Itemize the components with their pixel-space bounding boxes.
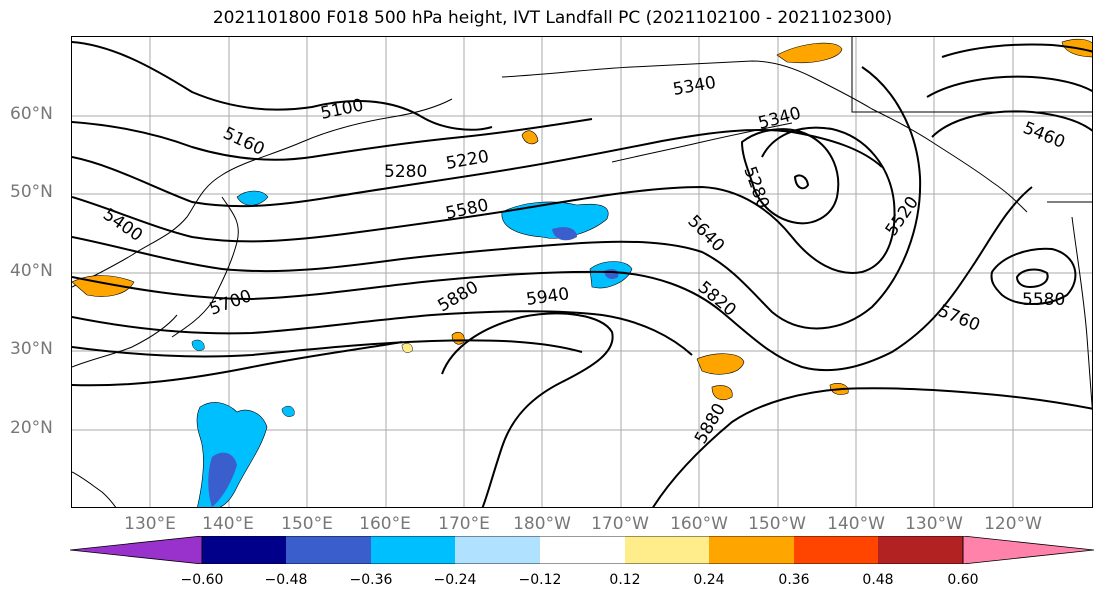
lon-label: 130°W xyxy=(905,514,963,534)
lon-label: 140°E xyxy=(202,514,254,534)
contour-label: 5400 xyxy=(99,205,146,246)
contour-label: 5820 xyxy=(694,278,740,321)
map-panel: 5100 5160 5220 5280 5340 5340 5280 5400 … xyxy=(71,36,1093,508)
lon-label: 160°E xyxy=(359,514,411,534)
contour-label: 5100 xyxy=(319,95,365,124)
colorbar-tick-label: 0.36 xyxy=(778,572,810,588)
colorbar-tick-label: −0.12 xyxy=(518,572,562,588)
colorbar-tick-label: −0.48 xyxy=(264,572,308,588)
lon-label: 140°W xyxy=(827,514,885,534)
lat-label-30n: 30°N xyxy=(10,339,53,359)
colorbar-segment xyxy=(709,536,794,564)
lat-label-20n: 20°N xyxy=(10,418,53,438)
lon-label: 160°W xyxy=(670,514,728,534)
colorbar-extend-low xyxy=(70,536,203,564)
colorbar-tick-label: −0.24 xyxy=(433,572,477,588)
coastlines xyxy=(72,37,1092,507)
colorbar-segment xyxy=(371,536,455,564)
lat-label-40n: 40°N xyxy=(10,261,53,281)
contour-label: 5340 xyxy=(671,73,717,100)
lon-label: 170°E xyxy=(438,514,490,534)
contour-label-group: 5100 5160 5220 5280 5340 5340 5280 5400 … xyxy=(99,73,1068,448)
contour-label: 5880 xyxy=(691,400,730,447)
colorbar-segment xyxy=(878,536,963,564)
colorbar-segment xyxy=(540,536,625,564)
colorbar-segment xyxy=(455,536,540,564)
contour-label: 5220 xyxy=(444,147,490,174)
lon-label: 170°W xyxy=(591,514,649,534)
colorbar-tick-label: 0.12 xyxy=(609,572,641,588)
colorbar-tick-label: 0.60 xyxy=(947,572,979,588)
height-contours xyxy=(72,41,1092,507)
colorbar-tick-label: −0.36 xyxy=(349,572,393,588)
contour-label: 5280 xyxy=(739,164,773,211)
contour-label: 5580 xyxy=(444,195,490,224)
contour-label: 5880 xyxy=(435,277,482,316)
contour-label: 5280 xyxy=(384,162,427,182)
map-canvas: 5100 5160 5220 5280 5340 5340 5280 5400 … xyxy=(72,37,1092,507)
lon-label: 150°E xyxy=(281,514,333,534)
contour-label: 5580 xyxy=(1022,290,1065,310)
colorbar xyxy=(70,536,1094,564)
contour-label: 5460 xyxy=(1020,118,1068,153)
lon-label: 150°W xyxy=(748,514,806,534)
map-title: 2021101800 F018 500 hPa height, IVT Land… xyxy=(212,8,893,28)
colorbar-tick-label: 0.48 xyxy=(862,572,894,588)
colorbar-segment xyxy=(202,536,286,564)
contour-label: 5160 xyxy=(220,123,268,159)
colorbar-segment xyxy=(794,536,878,564)
graticule xyxy=(72,37,1092,507)
lon-label: 180°W xyxy=(513,514,571,534)
contour-label: 5760 xyxy=(935,301,983,336)
ivt-shading xyxy=(72,38,1092,507)
colorbar-segment xyxy=(286,536,371,564)
contour-label: 5940 xyxy=(525,284,571,310)
colorbar-segment xyxy=(625,536,709,564)
lat-label-50n: 50°N xyxy=(10,182,53,202)
colorbar-extend-high xyxy=(962,536,1094,564)
lon-label: 130°E xyxy=(124,514,176,534)
colorbar-tick-label: −0.60 xyxy=(180,572,224,588)
lat-label-60n: 60°N xyxy=(10,104,53,124)
contour-label: 5700 xyxy=(207,286,254,320)
lon-label: 120°W xyxy=(984,514,1042,534)
colorbar-tick-label: 0.24 xyxy=(693,572,725,588)
